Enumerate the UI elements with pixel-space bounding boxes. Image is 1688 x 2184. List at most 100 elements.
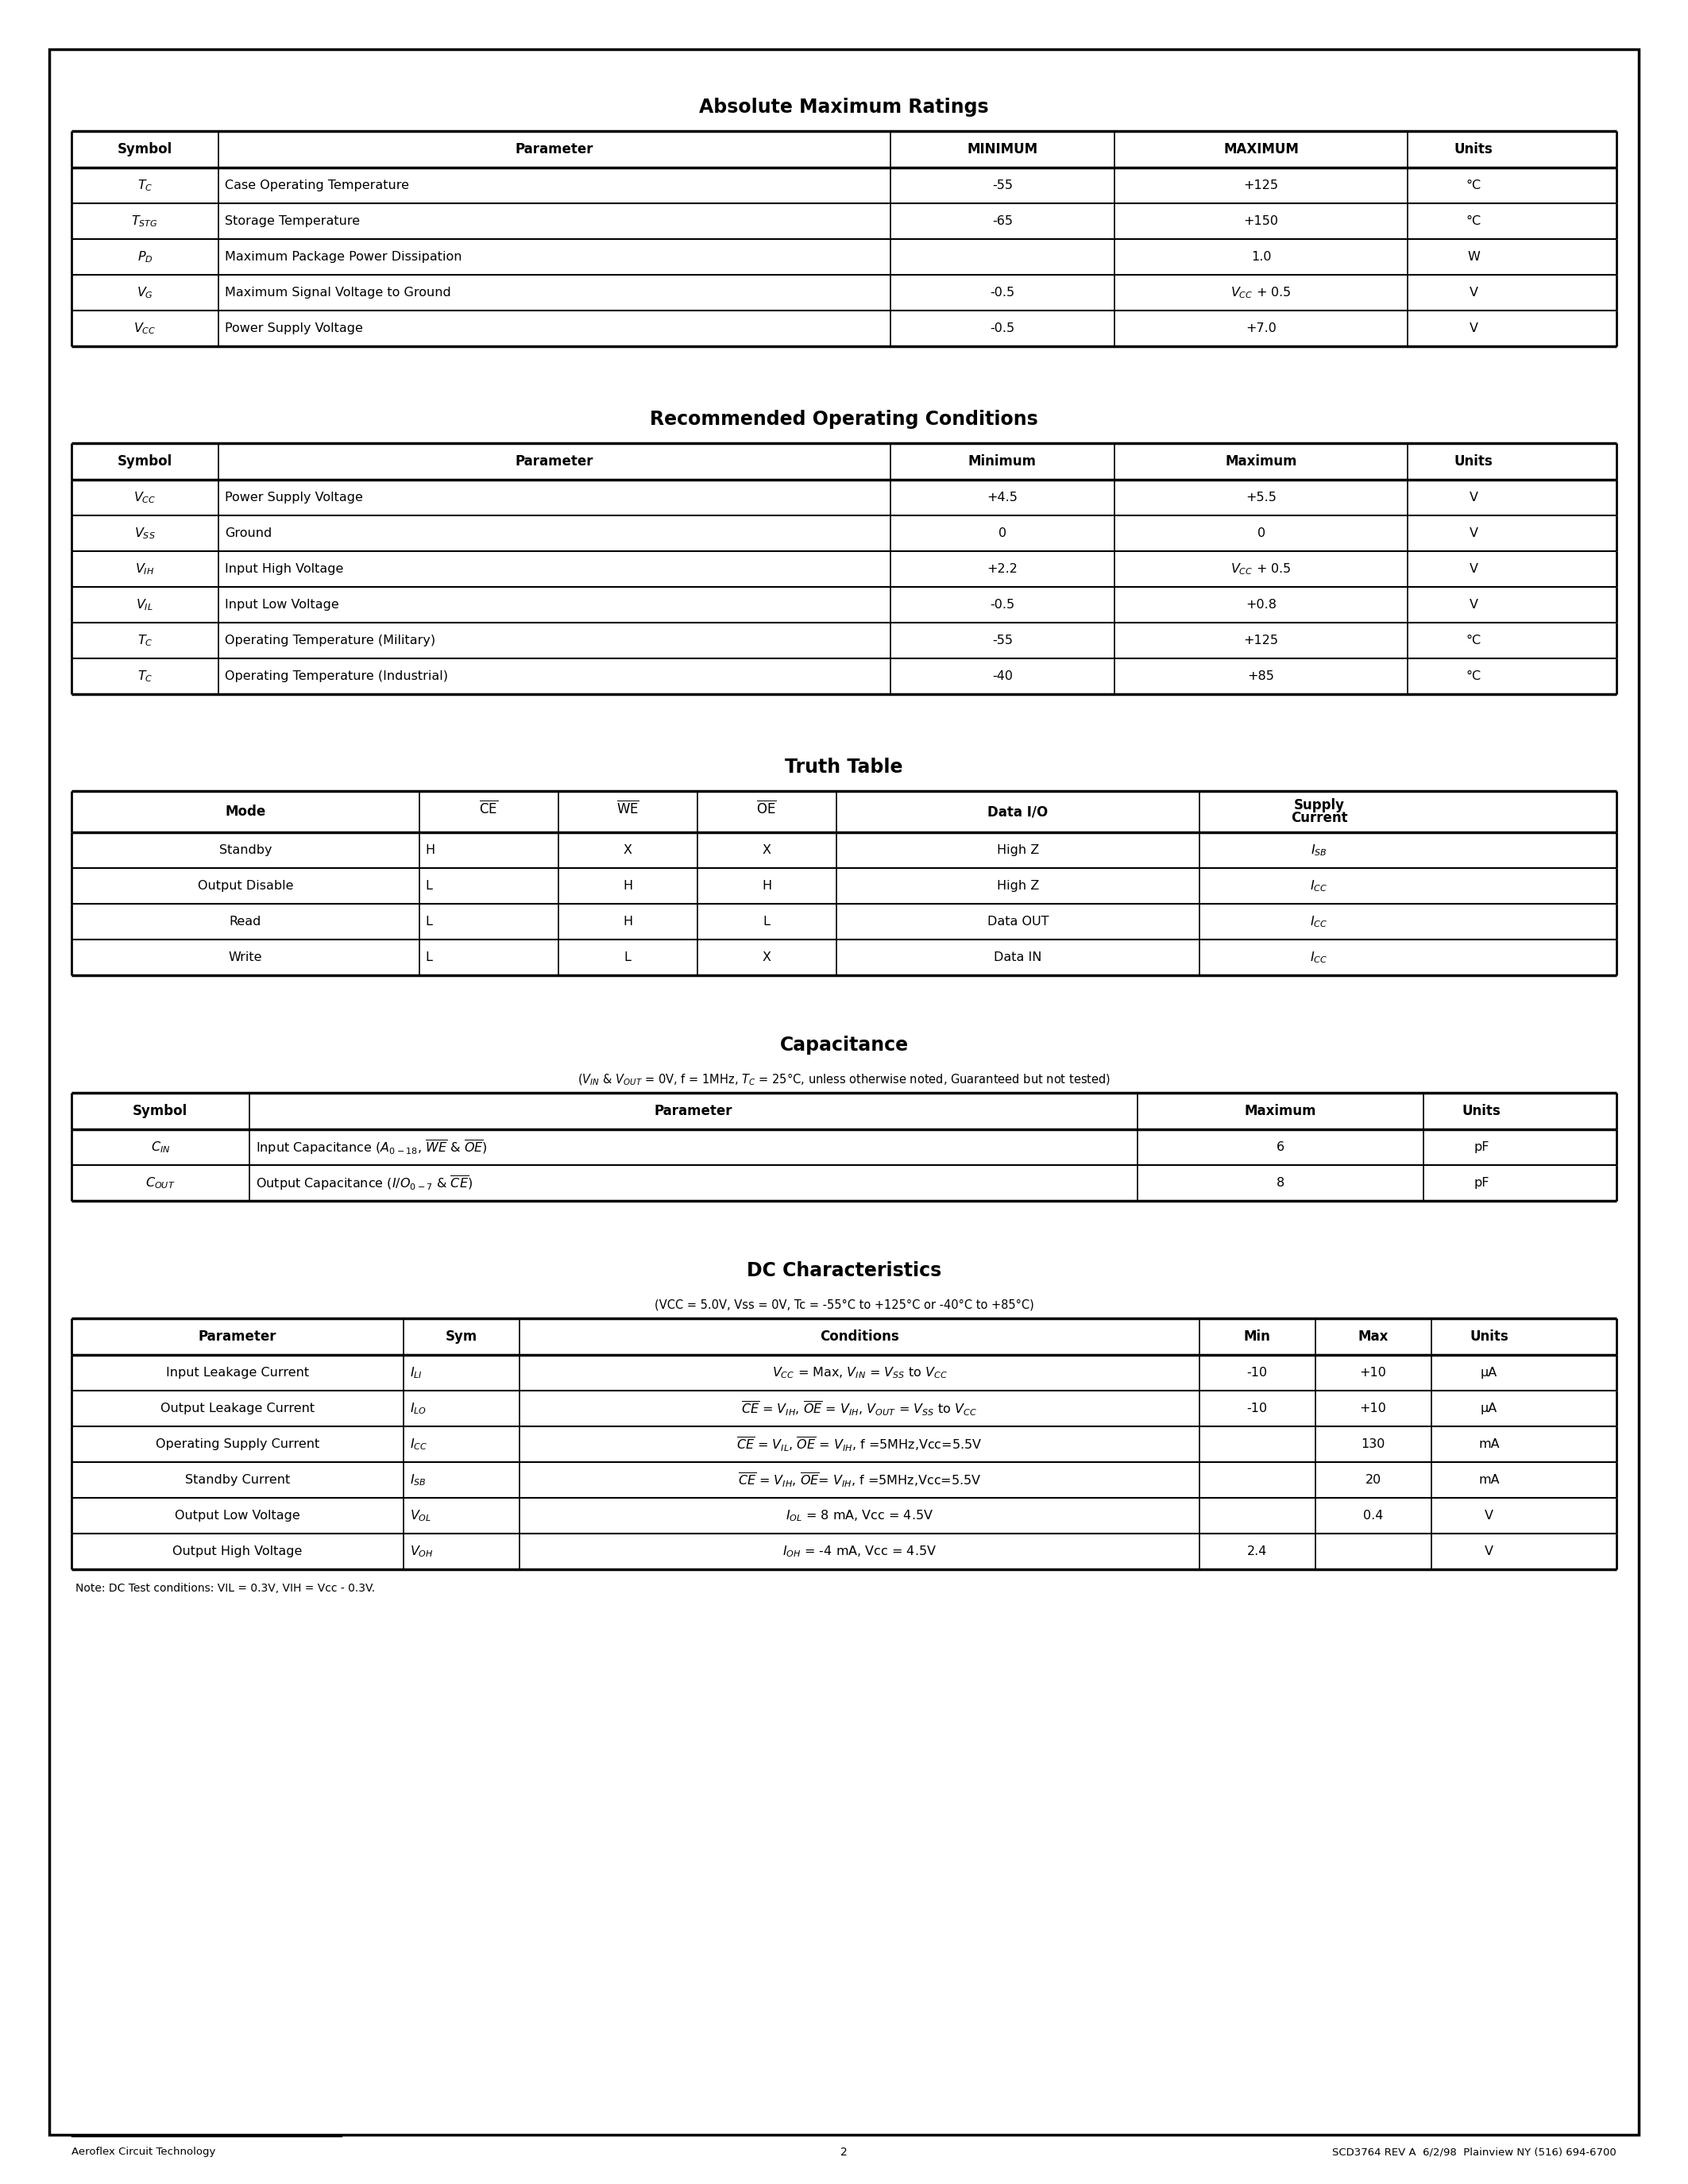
Text: -10: -10	[1247, 1367, 1268, 1378]
Text: Units: Units	[1455, 142, 1492, 157]
Text: $\overline{\mathrm{CE}}$: $\overline{\mathrm{CE}}$	[479, 799, 498, 817]
Text: +7.0: +7.0	[1246, 323, 1276, 334]
Text: X: X	[623, 845, 631, 856]
Text: L: L	[425, 915, 432, 928]
Text: $I_{CC}$: $I_{CC}$	[410, 1437, 427, 1452]
Text: $I_{LI}$: $I_{LI}$	[410, 1365, 422, 1380]
Text: H: H	[623, 915, 633, 928]
Text: High Z: High Z	[996, 880, 1040, 891]
Text: H: H	[623, 880, 633, 891]
Text: $V_{IL}$: $V_{IL}$	[137, 598, 154, 612]
Text: Output High Voltage: Output High Voltage	[172, 1546, 302, 1557]
Text: Parameter: Parameter	[199, 1330, 277, 1343]
Text: L: L	[763, 915, 770, 928]
Text: ($V_{IN}$ & $V_{OUT}$ = 0V, f = 1MHz, $T_C$ = 25°C, unless otherwise noted, Guar: ($V_{IN}$ & $V_{OUT}$ = 0V, f = 1MHz, $T…	[577, 1072, 1111, 1088]
Text: Symbol: Symbol	[118, 454, 172, 470]
Text: -10: -10	[1247, 1402, 1268, 1415]
Text: Absolute Maximum Ratings: Absolute Maximum Ratings	[699, 98, 989, 116]
Text: -55: -55	[993, 179, 1013, 192]
Text: Maximum Package Power Dissipation: Maximum Package Power Dissipation	[225, 251, 463, 262]
Text: +5.5: +5.5	[1246, 491, 1276, 505]
Text: SCD3764 REV A  6/2/98  Plainview NY (516) 694-6700: SCD3764 REV A 6/2/98 Plainview NY (516) …	[1332, 2147, 1617, 2158]
Text: $I_{OH}$ = -4 mA, Vcc = 4.5V: $I_{OH}$ = -4 mA, Vcc = 4.5V	[782, 1544, 937, 1559]
Text: $T_C$: $T_C$	[137, 633, 152, 649]
Text: $T_C$: $T_C$	[137, 179, 152, 192]
Text: $V_{CC}$ = Max, $V_{IN}$ = $V_{SS}$ to $V_{CC}$: $V_{CC}$ = Max, $V_{IN}$ = $V_{SS}$ to $…	[771, 1365, 947, 1380]
Text: pF: pF	[1474, 1177, 1489, 1188]
Text: $V_{OL}$: $V_{OL}$	[410, 1509, 432, 1522]
Text: °C: °C	[1465, 670, 1480, 681]
Text: Ground: Ground	[225, 526, 272, 539]
Text: 2.4: 2.4	[1247, 1546, 1268, 1557]
Text: Max: Max	[1357, 1330, 1389, 1343]
Text: Mode: Mode	[225, 804, 265, 819]
Text: Units: Units	[1455, 454, 1492, 470]
Text: μA: μA	[1480, 1402, 1497, 1415]
Text: Standby: Standby	[219, 845, 272, 856]
Text: Write: Write	[228, 952, 262, 963]
Text: Input High Voltage: Input High Voltage	[225, 563, 343, 574]
Text: V: V	[1469, 286, 1479, 299]
Text: Supply: Supply	[1293, 799, 1345, 812]
Text: -0.5: -0.5	[989, 323, 1014, 334]
Text: mA: mA	[1479, 1439, 1499, 1450]
Text: +85: +85	[1247, 670, 1274, 681]
Text: Current: Current	[1291, 810, 1347, 826]
Text: Input Capacitance ($A_{0-18}$, $\overline{WE}$ & $\overline{OE}$): Input Capacitance ($A_{0-18}$, $\overlin…	[255, 1138, 488, 1155]
Text: Parameter: Parameter	[515, 454, 594, 470]
Text: Units: Units	[1470, 1330, 1509, 1343]
Text: Data OUT: Data OUT	[987, 915, 1048, 928]
Text: $V_{IH}$: $V_{IH}$	[135, 561, 155, 577]
Text: $I_{CC}$: $I_{CC}$	[1310, 878, 1328, 893]
Text: 0: 0	[1258, 526, 1266, 539]
Text: V: V	[1469, 563, 1479, 574]
Text: MAXIMUM: MAXIMUM	[1224, 142, 1298, 157]
Text: H: H	[425, 845, 436, 856]
Text: Sym: Sym	[446, 1330, 478, 1343]
Text: -0.5: -0.5	[989, 598, 1014, 612]
Text: Input Leakage Current: Input Leakage Current	[165, 1367, 309, 1378]
Text: 130: 130	[1361, 1439, 1386, 1450]
Text: +4.5: +4.5	[987, 491, 1018, 505]
Text: °C: °C	[1465, 179, 1480, 192]
Text: -0.5: -0.5	[989, 286, 1014, 299]
Text: L: L	[625, 952, 631, 963]
Text: $I_{SB}$: $I_{SB}$	[410, 1472, 427, 1487]
Text: H: H	[761, 880, 771, 891]
Text: Operating Temperature (Military): Operating Temperature (Military)	[225, 636, 436, 646]
Text: $I_{LO}$: $I_{LO}$	[410, 1402, 427, 1415]
Text: $I_{OL}$ = 8 mA, Vcc = 4.5V: $I_{OL}$ = 8 mA, Vcc = 4.5V	[785, 1509, 933, 1522]
Text: Data IN: Data IN	[994, 952, 1041, 963]
Text: W: W	[1467, 251, 1480, 262]
Text: Standby Current: Standby Current	[186, 1474, 290, 1485]
Text: Output Leakage Current: Output Leakage Current	[160, 1402, 314, 1415]
Text: -55: -55	[993, 636, 1013, 646]
Text: $V_{SS}$: $V_{SS}$	[135, 526, 155, 542]
Text: 20: 20	[1366, 1474, 1381, 1485]
Text: $V_{OH}$: $V_{OH}$	[410, 1544, 434, 1559]
Text: Capacitance: Capacitance	[780, 1035, 908, 1055]
Text: Truth Table: Truth Table	[785, 758, 903, 778]
Text: °C: °C	[1465, 636, 1480, 646]
Text: $V_{CC}$ + 0.5: $V_{CC}$ + 0.5	[1231, 286, 1291, 299]
Text: X: X	[763, 952, 771, 963]
Text: 8: 8	[1276, 1177, 1285, 1188]
Text: $T_C$: $T_C$	[137, 668, 152, 684]
Text: Aeroflex Circuit Technology: Aeroflex Circuit Technology	[71, 2147, 216, 2158]
Text: +125: +125	[1244, 636, 1278, 646]
Text: L: L	[425, 880, 432, 891]
Text: Units: Units	[1462, 1103, 1501, 1118]
Text: V: V	[1469, 491, 1479, 505]
Text: V: V	[1469, 526, 1479, 539]
Text: $\overline{CE}$ = $V_{IH}$, $\overline{OE}$ = $V_{IH}$, $V_{OUT}$ = $V_{SS}$ to : $\overline{CE}$ = $V_{IH}$, $\overline{O…	[741, 1400, 977, 1417]
Text: +0.8: +0.8	[1246, 598, 1276, 612]
Text: Recommended Operating Conditions: Recommended Operating Conditions	[650, 411, 1038, 428]
Text: MINIMUM: MINIMUM	[967, 142, 1038, 157]
Text: Maximum: Maximum	[1225, 454, 1296, 470]
Text: (VCC = 5.0V, Vss = 0V, Tc = -55°C to +125°C or -40°C to +85°C): (VCC = 5.0V, Vss = 0V, Tc = -55°C to +12…	[655, 1299, 1033, 1310]
Text: Conditions: Conditions	[820, 1330, 900, 1343]
Text: -65: -65	[993, 216, 1013, 227]
Text: $C_{IN}$: $C_{IN}$	[150, 1140, 170, 1155]
Text: Parameter: Parameter	[655, 1103, 733, 1118]
Text: +2.2: +2.2	[987, 563, 1018, 574]
